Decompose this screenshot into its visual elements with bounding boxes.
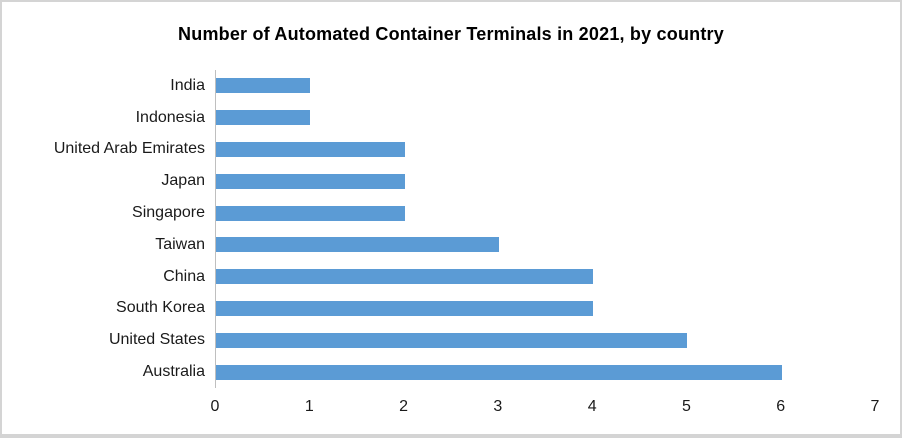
chart-row: China	[2, 261, 900, 293]
category-label: Taiwan	[155, 235, 205, 253]
category-label: India	[170, 76, 205, 94]
chart-row: Singapore	[2, 197, 900, 229]
bar	[216, 364, 782, 380]
bar-track	[216, 356, 876, 388]
bar	[216, 332, 688, 348]
plot-area: India Indonesia United Arab Emirates Japan S…	[2, 70, 900, 388]
bar-rows: India Indonesia United Arab Emirates Japan S…	[2, 70, 900, 388]
category-axis-line	[215, 70, 216, 388]
category-label: China	[163, 267, 205, 285]
x-tick-label: 1	[304, 398, 314, 415]
bar-track	[216, 197, 876, 229]
chart-row: Australia	[2, 356, 900, 388]
category-label: Japan	[161, 172, 205, 190]
x-tick-label: 6	[776, 398, 786, 415]
bar	[216, 205, 405, 221]
x-tick-label: 7	[870, 398, 880, 415]
chart-row: India	[2, 70, 900, 102]
chart-row: United States	[2, 324, 900, 356]
x-tick-label: 5	[681, 398, 691, 415]
chart-title: Number of Automated Container Terminals …	[178, 24, 724, 44]
bar	[216, 269, 594, 285]
bar-track	[216, 134, 876, 166]
chart-row: South Korea	[2, 293, 900, 325]
bar	[216, 110, 311, 126]
category-label: Indonesia	[135, 108, 205, 126]
chart-row: Indonesia	[2, 102, 900, 134]
bar	[216, 300, 594, 316]
x-axis-tick-labels: 0 1 2 3 4 5 6 7	[211, 398, 880, 420]
x-tick-label: 3	[493, 398, 503, 415]
bar	[216, 141, 405, 157]
category-label: South Korea	[116, 299, 205, 317]
bar-track	[216, 293, 876, 325]
chart-row: United Arab Emirates	[2, 134, 900, 166]
category-label: United Arab Emirates	[53, 140, 205, 158]
bar-track	[216, 70, 876, 102]
x-tick-label: 2	[399, 398, 409, 415]
bar-track	[216, 165, 876, 197]
bar-track	[216, 229, 876, 261]
bar-track	[216, 261, 876, 293]
x-tick-label: 0	[210, 398, 220, 415]
x-tick-label: 4	[587, 398, 597, 415]
category-label: Singapore	[132, 204, 205, 222]
category-label: United States	[108, 331, 205, 349]
chart-row: Taiwan	[2, 229, 900, 261]
bar	[216, 78, 311, 94]
bar	[216, 173, 405, 189]
category-label: Australia	[142, 363, 205, 381]
bar-track	[216, 102, 876, 134]
bar	[216, 237, 499, 253]
bar-track	[216, 324, 876, 356]
chart-row: Japan	[2, 165, 900, 197]
